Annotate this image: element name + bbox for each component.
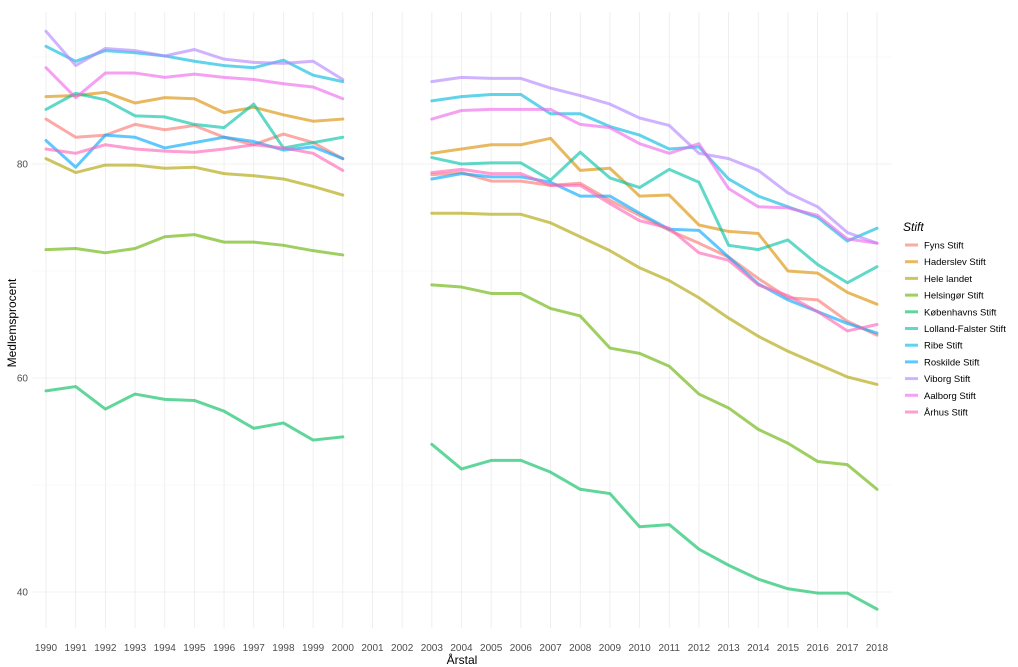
legend-item: Haderslev Stift bbox=[905, 257, 986, 268]
x-tick-label: 2013 bbox=[717, 643, 740, 654]
x-tick-label: 2015 bbox=[777, 643, 800, 654]
x-tick-label: 2010 bbox=[628, 643, 651, 654]
legend-items: Fyns Stift Haderslev Stift Hele landet Hels… bbox=[905, 241, 1006, 419]
x-tick-label: 2018 bbox=[866, 643, 889, 654]
x-tick-label: 2004 bbox=[450, 643, 473, 654]
series-line bbox=[44, 66, 879, 245]
x-tick-label: 2014 bbox=[747, 643, 770, 654]
x-tick-label: 1993 bbox=[124, 643, 147, 654]
x-tick-label: 1999 bbox=[302, 643, 325, 654]
y-tick-label: 80 bbox=[17, 160, 29, 171]
series-line bbox=[44, 91, 879, 285]
x-tick-label: 2003 bbox=[421, 643, 444, 654]
series-line bbox=[44, 29, 879, 245]
x-tick-label: 2005 bbox=[480, 643, 503, 654]
x-tick-label: 1994 bbox=[154, 643, 177, 654]
x-tick-label: 1991 bbox=[65, 643, 88, 654]
series-line bbox=[44, 233, 879, 491]
legend: Stift Fyns Stift Haderslev Stift Hele land… bbox=[903, 220, 1006, 419]
series-line bbox=[44, 385, 879, 611]
y-tick-label: 60 bbox=[17, 374, 29, 385]
x-tick-label: 2016 bbox=[807, 643, 830, 654]
legend-label: Aalborg Stift bbox=[924, 391, 976, 402]
grid bbox=[32, 12, 892, 628]
legend-item: Københavns Stift bbox=[905, 307, 997, 318]
x-tick-label: 2000 bbox=[332, 643, 355, 654]
x-tick-label: 2009 bbox=[599, 643, 622, 654]
x-tick-label: 2001 bbox=[361, 643, 384, 654]
legend-item: Ribe Stift bbox=[905, 341, 963, 352]
x-tick-label: 2002 bbox=[391, 643, 414, 654]
legend-item: Fyns Stift bbox=[905, 241, 964, 252]
legend-item: Helsingør Stift bbox=[905, 291, 984, 302]
x-tick-label: 2012 bbox=[688, 643, 711, 654]
y-tick-label: 40 bbox=[17, 588, 29, 599]
legend-label: Roskilde Stift bbox=[924, 357, 980, 368]
x-tick-label: 2011 bbox=[658, 643, 680, 654]
legend-label: Lolland-Falster Stift bbox=[924, 324, 1006, 335]
series-line bbox=[44, 157, 879, 386]
legend-item: Lolland-Falster Stift bbox=[905, 324, 1006, 335]
legend-label: Haderslev Stift bbox=[924, 257, 986, 268]
legend-label: Helsingør Stift bbox=[924, 291, 984, 302]
y-axis-title: Medlemsprocent bbox=[5, 278, 19, 367]
x-tick-label: 1992 bbox=[94, 643, 117, 654]
y-axis-ticks: 40 60 80 bbox=[17, 160, 29, 599]
series-lines bbox=[44, 29, 879, 611]
legend-item: Aalborg Stift bbox=[905, 391, 976, 402]
legend-label: Københavns Stift bbox=[924, 307, 997, 318]
series-line bbox=[44, 143, 879, 333]
x-axis-title: Årstal bbox=[447, 652, 478, 667]
x-tick-label: 2007 bbox=[539, 643, 562, 654]
legend-item: Århus Stift bbox=[905, 408, 968, 419]
series-line bbox=[44, 90, 879, 306]
x-tick-label: 2006 bbox=[510, 643, 533, 654]
x-tick-label: 1995 bbox=[183, 643, 206, 654]
legend-title: Stift bbox=[903, 220, 924, 234]
legend-item: Viborg Stift bbox=[905, 374, 971, 385]
x-tick-label: 1997 bbox=[243, 643, 266, 654]
x-tick-label: 2008 bbox=[569, 643, 592, 654]
x-tick-label: 1998 bbox=[272, 643, 295, 654]
legend-label: Århus Stift bbox=[924, 408, 968, 419]
x-axis-ticks: 1990 1991 1992 1993 1994 1995 1996 1997 1998 1999… bbox=[35, 643, 889, 654]
legend-label: Fyns Stift bbox=[924, 241, 964, 252]
legend-label: Hele landet bbox=[924, 274, 972, 285]
legend-item: Hele landet bbox=[905, 274, 972, 285]
legend-label: Ribe Stift bbox=[924, 341, 963, 352]
x-tick-label: 2017 bbox=[836, 643, 859, 654]
legend-item: Roskilde Stift bbox=[905, 357, 980, 368]
x-tick-label: 1990 bbox=[35, 643, 58, 654]
legend-label: Viborg Stift bbox=[924, 374, 971, 385]
x-tick-label: 1996 bbox=[213, 643, 236, 654]
